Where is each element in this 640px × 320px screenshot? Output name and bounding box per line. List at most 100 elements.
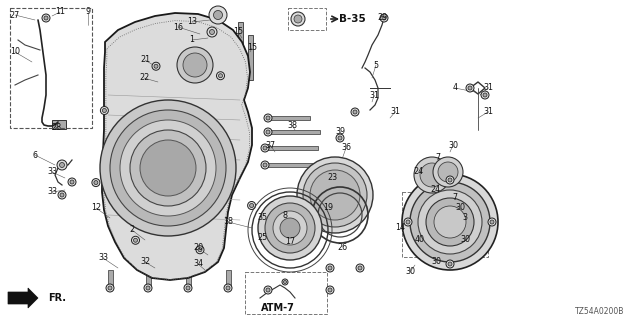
Circle shape	[358, 266, 362, 270]
Bar	[268, 130, 320, 134]
Text: 39: 39	[335, 127, 345, 137]
Circle shape	[110, 110, 226, 226]
Text: 30: 30	[405, 268, 415, 276]
Text: 40: 40	[415, 236, 425, 244]
Circle shape	[280, 218, 300, 238]
Bar	[265, 146, 318, 150]
Text: 34: 34	[193, 260, 203, 268]
Circle shape	[218, 74, 223, 78]
Circle shape	[466, 84, 474, 92]
Circle shape	[92, 179, 100, 187]
Circle shape	[263, 163, 267, 167]
Text: 21: 21	[140, 55, 150, 65]
Circle shape	[198, 248, 202, 252]
Text: 31: 31	[390, 108, 400, 116]
Text: 35: 35	[257, 213, 267, 222]
Text: 24: 24	[413, 167, 423, 177]
Circle shape	[154, 64, 158, 68]
Circle shape	[356, 264, 364, 272]
Circle shape	[196, 246, 204, 254]
Text: 2: 2	[129, 226, 134, 235]
Text: 27: 27	[10, 11, 20, 20]
Text: 32: 32	[140, 258, 150, 267]
Circle shape	[100, 107, 108, 115]
Circle shape	[207, 27, 217, 37]
Text: 24: 24	[430, 186, 440, 195]
Circle shape	[258, 196, 322, 260]
Text: 6: 6	[33, 150, 38, 159]
Bar	[52, 120, 66, 129]
Text: 11: 11	[55, 7, 65, 17]
Circle shape	[68, 178, 76, 186]
Text: 36: 36	[341, 143, 351, 153]
Circle shape	[273, 211, 307, 245]
Text: 4: 4	[452, 84, 458, 92]
Text: 22: 22	[139, 74, 149, 83]
Circle shape	[328, 266, 332, 270]
Circle shape	[261, 144, 269, 152]
Text: 7: 7	[435, 154, 440, 163]
Circle shape	[152, 62, 160, 70]
Circle shape	[216, 72, 225, 80]
Bar	[245, 272, 327, 314]
Text: 1: 1	[189, 36, 195, 44]
Text: 13: 13	[187, 18, 197, 27]
Polygon shape	[102, 13, 252, 280]
Circle shape	[328, 288, 332, 292]
Circle shape	[438, 162, 458, 182]
Text: FR.: FR.	[48, 293, 66, 303]
Circle shape	[106, 284, 114, 292]
Circle shape	[146, 286, 150, 290]
Circle shape	[266, 130, 270, 134]
Bar	[268, 116, 310, 120]
Circle shape	[446, 260, 454, 268]
Text: 26: 26	[337, 244, 347, 252]
Circle shape	[336, 134, 344, 142]
Text: 33: 33	[47, 167, 57, 177]
Circle shape	[250, 204, 253, 207]
Circle shape	[326, 286, 334, 294]
Circle shape	[263, 146, 267, 150]
Circle shape	[209, 29, 214, 35]
Circle shape	[100, 100, 236, 236]
Text: 38: 38	[287, 121, 297, 130]
Circle shape	[70, 180, 74, 184]
Text: 17: 17	[285, 237, 295, 246]
Text: 12: 12	[91, 204, 101, 212]
Circle shape	[265, 203, 315, 253]
Bar	[10, 8, 92, 128]
Bar	[402, 192, 488, 257]
Text: 30: 30	[431, 258, 441, 267]
Circle shape	[434, 206, 466, 238]
Circle shape	[310, 170, 360, 220]
Bar	[186, 270, 191, 288]
Text: 15: 15	[247, 44, 257, 52]
Text: 31: 31	[369, 92, 379, 100]
Text: 29: 29	[377, 13, 387, 22]
Text: 30: 30	[455, 204, 465, 212]
Circle shape	[140, 140, 196, 196]
Circle shape	[144, 284, 152, 292]
Circle shape	[186, 286, 190, 290]
Circle shape	[209, 6, 227, 24]
Bar	[238, 22, 243, 74]
Bar	[226, 270, 231, 288]
Text: 14: 14	[395, 223, 405, 233]
Circle shape	[94, 180, 98, 185]
Circle shape	[226, 286, 230, 290]
Circle shape	[42, 14, 50, 22]
Text: 33: 33	[98, 253, 108, 262]
Text: 37: 37	[265, 140, 275, 149]
Circle shape	[414, 157, 450, 193]
Circle shape	[446, 176, 454, 184]
Circle shape	[402, 174, 498, 270]
Circle shape	[420, 163, 444, 187]
Text: 19: 19	[323, 204, 333, 212]
Text: 10: 10	[10, 47, 20, 57]
Circle shape	[468, 86, 472, 90]
Polygon shape	[8, 288, 38, 308]
Circle shape	[130, 130, 206, 206]
Bar	[265, 163, 315, 167]
Circle shape	[353, 110, 357, 114]
Circle shape	[264, 128, 272, 136]
